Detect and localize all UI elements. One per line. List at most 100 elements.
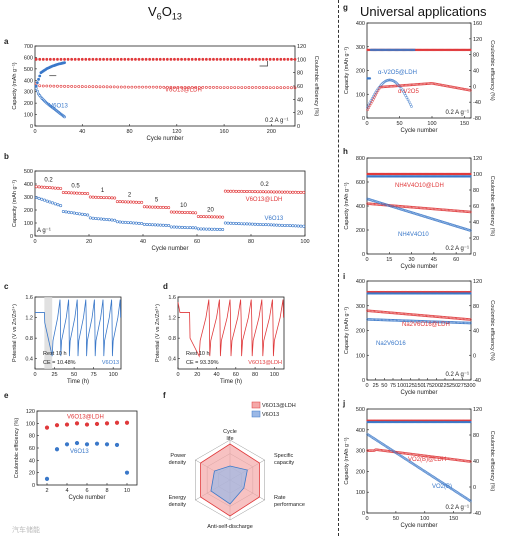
x-tick-label: 120 [172, 129, 181, 135]
capacity-point [258, 190, 262, 194]
capacity-point [180, 210, 184, 214]
capacity-point [169, 85, 173, 89]
y2-tick-label: 120 [473, 407, 482, 413]
capacity-point [69, 191, 73, 195]
capacity-point [69, 211, 73, 215]
radar-axis-label: capacity [274, 460, 294, 466]
x-tick-label: 150 [449, 516, 458, 522]
capacity-point [467, 228, 471, 232]
y-tick-label: 40 [29, 458, 35, 464]
capacity-point [204, 86, 208, 89]
ce-point [114, 442, 120, 448]
ce-point [59, 57, 63, 61]
ce-point [126, 57, 130, 61]
capacity-point [148, 205, 152, 209]
capacity-point [98, 85, 102, 89]
ce-point [54, 447, 60, 452]
capacity-point [408, 102, 412, 106]
ce-point [215, 57, 219, 61]
y2-tick-label: 80 [473, 304, 479, 310]
capacity-point [457, 225, 461, 229]
capacity-point [202, 215, 206, 219]
capacity-point [222, 86, 226, 89]
capacity-point [194, 226, 198, 230]
capacity-point [61, 191, 65, 195]
x-tick-label: 75 [390, 383, 396, 389]
capacity-point [261, 86, 265, 89]
ce-point [70, 57, 74, 61]
capacity-point [375, 200, 379, 204]
y-axis-label: Capacity (mAh g⁻¹) [344, 437, 350, 484]
y2-tick-label: 0 [473, 84, 476, 90]
capacity-point [164, 223, 168, 227]
capacity-point [213, 215, 217, 219]
capacity-point [469, 460, 472, 463]
x-tick-label: 0 [365, 121, 368, 127]
capacity-point [254, 86, 258, 89]
annotation: 0.2 A g⁻¹ [445, 505, 469, 511]
rate-label: 20 [207, 207, 214, 213]
capacity-point [377, 201, 381, 204]
capacity-point [261, 223, 265, 227]
capacity-point [88, 195, 92, 199]
x-tick-label: 40 [213, 372, 219, 378]
capacity-point [67, 210, 71, 214]
ce-point [275, 57, 279, 61]
capacity-point [141, 85, 144, 89]
ce-point [368, 77, 372, 80]
x-tick-label: 50 [381, 383, 387, 389]
ce-point [204, 57, 208, 61]
capacity-point [404, 94, 408, 97]
y2-tick-label: 100 [473, 172, 482, 178]
capacity-point [199, 227, 203, 231]
capacity-point [288, 224, 292, 228]
series-label: V6O13@LDH [248, 360, 282, 366]
y2-tick-label: 20 [473, 236, 479, 242]
ce-point [34, 57, 38, 61]
x-tick-label: 6 [85, 488, 88, 494]
y-tick-label: 100 [24, 113, 33, 119]
radar-axis-label: Anti-self-discharge [207, 524, 253, 530]
capacity-point [161, 205, 165, 209]
ce-point [91, 57, 95, 61]
capacity-point [186, 211, 190, 215]
capacity-point [94, 216, 98, 220]
x-axis-label: Cycle number [146, 136, 183, 142]
potential-curve [35, 299, 122, 357]
capacity-point [48, 84, 52, 88]
ce-point [104, 421, 110, 426]
capacity-point [467, 321, 471, 325]
x-axis-label: Cycle number [400, 523, 437, 529]
y-tick-label: 1.2 [25, 316, 33, 322]
x-axis-label: Cycle number [151, 246, 188, 252]
capacity-point [245, 190, 249, 194]
y-tick-label: 0 [362, 511, 365, 517]
y2-tick-label: 120 [473, 279, 482, 285]
y-tick-label: 0 [362, 116, 365, 122]
y-tick-label: 500 [24, 67, 33, 73]
capacity-point [129, 221, 133, 225]
capacity-point [130, 85, 134, 89]
capacity-point [83, 192, 87, 196]
y2-axis-label: Coulombic efficiency (%) [489, 431, 495, 492]
capacity-point [285, 224, 289, 228]
capacity-point [221, 215, 225, 219]
capacity-point [123, 220, 127, 224]
y2-tick-label: 100 [297, 57, 306, 63]
capacity-point [38, 84, 42, 88]
capacity-point [272, 223, 276, 227]
ce-point [105, 57, 109, 61]
capacity-point [236, 86, 240, 89]
capacity-point [465, 228, 469, 231]
capacity-point [275, 223, 279, 227]
capacity-point [452, 224, 456, 227]
x-tick-label: 20 [86, 239, 92, 245]
capacity-point [63, 115, 66, 119]
ce-point [44, 476, 50, 481]
x-tick-label: 275 [458, 383, 467, 389]
capacity-point [64, 210, 68, 214]
capacity-point [126, 200, 130, 204]
y-tick-label: 600 [356, 180, 365, 186]
series-label: VO2(B) [432, 484, 452, 490]
